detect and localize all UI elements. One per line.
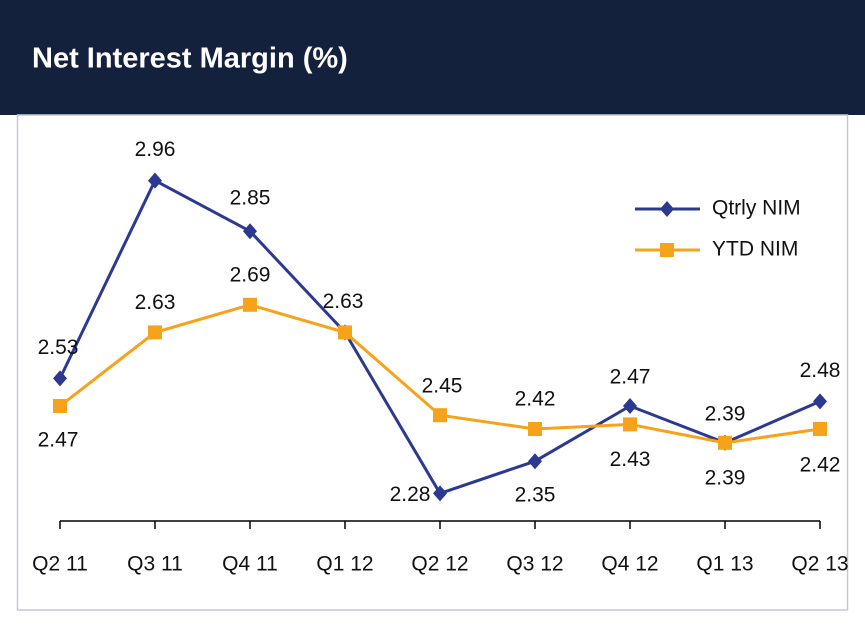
data-label: 2.39: [705, 402, 746, 425]
data-label: 2.28: [390, 483, 431, 506]
marker: [243, 223, 257, 240]
data-label: 2.63: [135, 291, 176, 314]
marker: [53, 370, 67, 387]
data-label: 2.39: [705, 466, 746, 489]
data-label: 2.85: [230, 187, 271, 210]
marker: [148, 172, 162, 189]
marker: [813, 422, 827, 436]
marker: [53, 399, 67, 413]
marker: [718, 435, 732, 450]
legend-label: Qtrly NIM: [712, 197, 801, 220]
x-tick-label: Q3 11: [127, 553, 183, 576]
x-tick-label: Q4 11: [222, 553, 278, 576]
x-tick-label: Q1 13: [696, 553, 753, 576]
data-label: 2.48: [800, 359, 841, 382]
x-tick-label: Q2 12: [411, 553, 468, 576]
marker: [338, 325, 352, 340]
marker: [433, 485, 447, 502]
x-tick-label: Q1 12: [316, 553, 373, 576]
x-tick-label: Q3 12: [506, 553, 563, 576]
panel-border: [16, 114, 849, 611]
header-band: [0, 0, 865, 115]
legend-marker: [660, 201, 674, 217]
data-label: 2.42: [800, 454, 841, 477]
marker: [148, 325, 162, 340]
data-label: 2.96: [135, 138, 176, 161]
data-label: 2.45: [422, 375, 463, 398]
data-label: 2.47: [38, 429, 79, 452]
x-tick-label: Q2 11: [32, 553, 88, 576]
data-label: 2.43: [610, 448, 651, 471]
x-tick-label: Q4 12: [601, 553, 658, 576]
marker: [243, 297, 257, 312]
marker: [528, 453, 542, 470]
data-label: 2.35: [515, 484, 556, 507]
data-label: 2.53: [38, 336, 79, 359]
marker: [623, 417, 637, 432]
legend-marker: [660, 243, 674, 257]
x-tick-label: Q2 13: [791, 553, 848, 576]
marker: [433, 408, 447, 423]
chart-title: Net Interest Margin (%): [32, 43, 348, 75]
data-label: 2.63: [323, 290, 364, 313]
legend-label: YTD NIM: [712, 238, 798, 261]
marker: [623, 398, 637, 414]
data-label: 2.42: [515, 388, 556, 411]
data-label: 2.47: [610, 366, 651, 389]
marker: [528, 422, 542, 436]
marker: [813, 393, 827, 410]
data-label: 2.69: [230, 263, 271, 286]
